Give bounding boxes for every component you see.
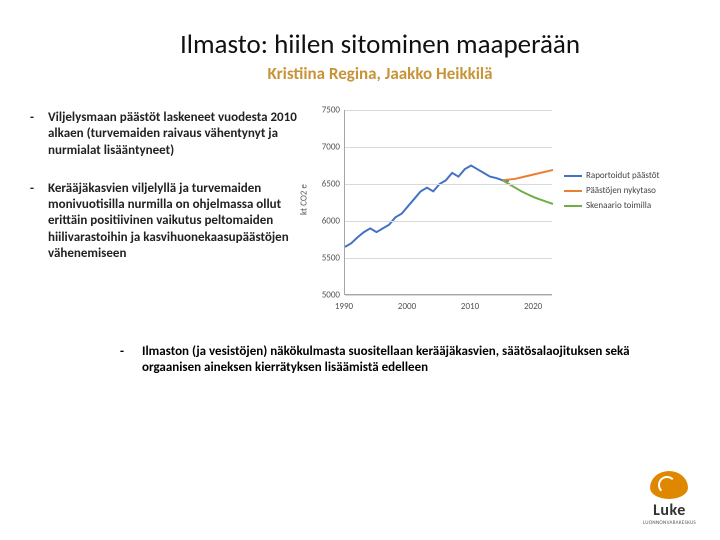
bullet-text: Kerääjäkasvien viljelyllä ja turvemaiden…: [48, 181, 304, 262]
bullet-dash: -: [30, 110, 48, 159]
bullet-item: - Kerääjäkasvien viljelyllä ja turvemaid…: [30, 181, 304, 262]
y-tick-label: 5000: [310, 290, 340, 301]
legend-label: Päästöjen nykytaso: [586, 185, 656, 196]
gridline: [345, 258, 552, 259]
chart-column: kt CO2 e 5000550060006500700075001990200…: [310, 110, 690, 320]
y-tick-label: 7000: [310, 142, 340, 153]
legend-swatch: [564, 190, 582, 192]
gridline: [345, 221, 552, 222]
line-chart: kt CO2 e 5000550060006500700075001990200…: [310, 110, 560, 320]
gridline: [345, 110, 552, 111]
footer-bullet: - Ilmaston (ja vesistöjen) näkökulmasta …: [120, 344, 640, 377]
series-line: [345, 166, 509, 247]
slide-subtitle: Kristiina Regina, Jaakko Heikkilä: [70, 63, 690, 84]
legend-item: Päästöjen nykytaso: [564, 185, 660, 196]
slide: Ilmasto: hiilen sitominen maaperään Kris…: [0, 0, 720, 540]
x-tick-label: 2010: [461, 301, 479, 312]
footer-bullet-text: Ilmaston (ja vesistöjen) näkökulmasta su…: [142, 344, 640, 377]
y-axis-label: kt CO2 e: [299, 184, 310, 215]
logo-mark-icon: [650, 471, 688, 499]
chart-legend: Raportoidut päästöt Päästöjen nykytaso Ske…: [564, 110, 660, 320]
legend-label: Raportoidut päästöt: [586, 170, 660, 181]
gridline: [345, 147, 552, 148]
y-tick-label: 6000: [310, 216, 340, 227]
bullet-text: Viljelysmaan päästöt laskeneet vuodesta …: [48, 110, 304, 159]
bullet-item: - Viljelysmaan päästöt laskeneet vuodest…: [30, 110, 304, 159]
chart-wrap: kt CO2 e 5000550060006500700075001990200…: [310, 110, 690, 320]
chart-lines: [345, 110, 552, 294]
bullet-dash: -: [120, 344, 142, 377]
legend-item: Skenaario toimilla: [564, 200, 660, 211]
slide-title: Ilmasto: hiilen sitominen maaperään: [70, 28, 690, 61]
body-row: - Viljelysmaan päästöt laskeneet vuodest…: [30, 110, 690, 320]
bullets-left: - Viljelysmaan päästöt laskeneet vuodest…: [30, 110, 310, 320]
luke-logo: Luke LUONNONVARAKESKUS: [643, 471, 696, 526]
legend-swatch: [564, 205, 582, 207]
series-line: [503, 170, 553, 180]
legend-item: Raportoidut päästöt: [564, 170, 660, 181]
y-tick-label: 7500: [310, 105, 340, 116]
legend-label: Skenaario toimilla: [586, 200, 651, 211]
gridline: [345, 295, 552, 296]
x-tick-label: 1990: [335, 301, 353, 312]
plot-area: [344, 110, 552, 295]
y-tick-label: 6500: [310, 179, 340, 190]
gridline: [345, 184, 552, 185]
logo-word: Luke: [643, 501, 696, 520]
bullet-dash: -: [30, 181, 48, 262]
legend-swatch: [564, 175, 582, 177]
x-tick-label: 2000: [398, 301, 416, 312]
x-tick-label: 2020: [524, 301, 542, 312]
logo-tag: LUONNONVARAKESKUS: [643, 520, 696, 526]
y-tick-label: 5500: [310, 253, 340, 264]
